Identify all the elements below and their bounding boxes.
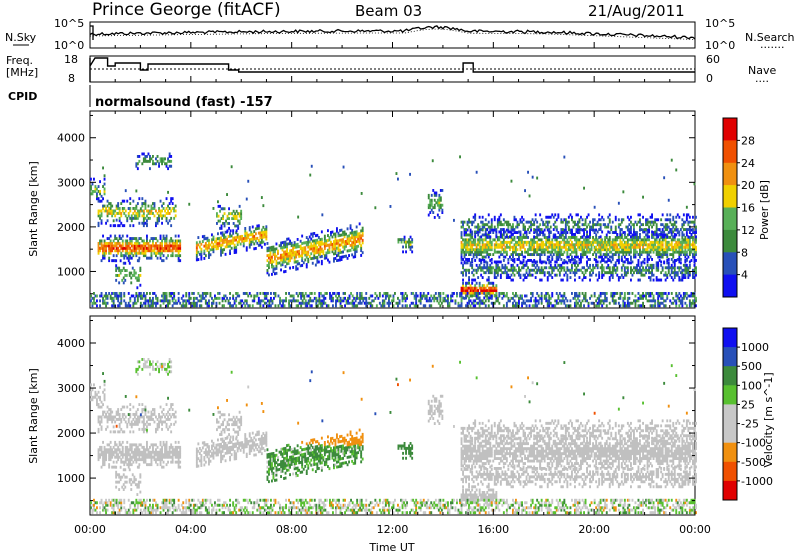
power-colorbar-tick: 28 bbox=[741, 134, 755, 147]
freq-unit-label: [MHz] bbox=[6, 66, 38, 79]
range-tick-label: 1000 bbox=[57, 472, 85, 485]
velocity-colorbar-tick: 500 bbox=[741, 360, 762, 373]
noise-tick-left-high: 10^5 bbox=[54, 17, 84, 30]
range-tick-label: 4000 bbox=[57, 132, 85, 145]
noise-tick-right-high: 10^5 bbox=[705, 17, 735, 30]
time-tick-label: 08:00 bbox=[276, 523, 308, 536]
time-tick-label: 00:00 bbox=[74, 523, 106, 536]
power-colorbar-tick: 20 bbox=[741, 179, 755, 192]
power-heatmap bbox=[90, 153, 697, 308]
velocity-colorbar-tick: 1000 bbox=[741, 341, 769, 354]
time-tick-label: 16:00 bbox=[477, 523, 509, 536]
power-colorbar-swatch bbox=[723, 275, 737, 298]
range-tick-label: 2000 bbox=[57, 221, 85, 234]
power-colorbar-swatch bbox=[723, 208, 737, 231]
velocity-panel-frame bbox=[90, 316, 695, 515]
power-colorbar-tick: 4 bbox=[741, 269, 748, 282]
power-colorbar-swatch bbox=[723, 252, 737, 275]
velocity-colorbar-label: Velocity [m s^-1] bbox=[762, 372, 775, 467]
velocity-colorbar-swatch bbox=[723, 404, 737, 424]
freq-tick-right-high: 60 bbox=[706, 53, 720, 66]
velocity-colorbar-swatch bbox=[723, 443, 737, 463]
station-title: Prince George (fitACF) bbox=[92, 0, 281, 20]
velocity-colorbar-swatch bbox=[723, 462, 737, 482]
velocity-ylabel: Slant Range [km] bbox=[27, 368, 40, 464]
date-label: 21/Aug/2011 bbox=[588, 2, 685, 20]
power-colorbar-tick: 8 bbox=[741, 246, 748, 259]
velocity-heatmap bbox=[90, 358, 697, 514]
velocity-colorbar-tick: 100 bbox=[741, 379, 762, 392]
range-tick-label: 4000 bbox=[57, 337, 85, 350]
power-colorbar-swatch bbox=[723, 230, 737, 253]
power-colorbar-tick: 12 bbox=[741, 224, 755, 237]
power-ylabel: Slant Range [km] bbox=[27, 161, 40, 257]
power-colorbar-tick: 24 bbox=[741, 157, 755, 170]
power-colorbar-swatch bbox=[723, 140, 737, 163]
velocity-colorbar-swatch bbox=[723, 424, 737, 444]
velocity-colorbar-swatch bbox=[723, 481, 737, 501]
velocity-colorbar-swatch bbox=[723, 347, 737, 367]
range-tick-label: 3000 bbox=[57, 382, 85, 395]
power-panel-frame bbox=[90, 111, 695, 308]
velocity-colorbar-swatch bbox=[723, 366, 737, 386]
freq-panel: Freq. [MHz] 18 8 60 0 Nave ···· bbox=[6, 53, 776, 88]
nsky-label: N.Sky bbox=[5, 31, 37, 44]
cpid-label: CPID bbox=[8, 90, 37, 103]
noise-sky-line bbox=[90, 26, 695, 40]
nave-linestyle: ···· bbox=[755, 75, 769, 88]
time-tick-label: 04:00 bbox=[175, 523, 207, 536]
time-tick-label: 12:00 bbox=[377, 523, 409, 536]
time-tick-label: 00:00 bbox=[679, 523, 711, 536]
power-colorbar-swatch bbox=[723, 185, 737, 208]
freq-tick-right-low: 0 bbox=[706, 72, 713, 85]
velocity-colorbar-swatch bbox=[723, 385, 737, 405]
noise-tick-left-low: 10^0 bbox=[54, 39, 84, 52]
time-axis-label: Time UT bbox=[368, 541, 414, 554]
freq-tick-left-high: 18 bbox=[64, 53, 78, 66]
range-tick-label: 1000 bbox=[57, 265, 85, 278]
power-colorbar-tick: 16 bbox=[741, 202, 755, 215]
noise-tick-right-low: 10^0 bbox=[705, 39, 735, 52]
power-colorbar-swatch bbox=[723, 163, 737, 186]
cpid-text: normalsound (fast) -157 bbox=[95, 95, 273, 110]
power-colorbar-swatch bbox=[723, 118, 737, 141]
velocity-colorbar-tick: 25 bbox=[741, 398, 755, 411]
nsearch-linestyle: ······· bbox=[760, 41, 784, 54]
velocity-colorbar-tick: -25 bbox=[741, 418, 759, 431]
range-tick-label: 3000 bbox=[57, 176, 85, 189]
range-tick-label: 2000 bbox=[57, 427, 85, 440]
power-colorbar: 28 24 20 16 12 8 4 bbox=[723, 118, 755, 298]
freq-tick-left-low: 8 bbox=[68, 72, 75, 85]
power-colorbar-label: Power [dB] bbox=[758, 180, 771, 240]
velocity-colorbar-swatch bbox=[723, 328, 737, 348]
noise-panel: N.Sky 10^5 10^0 10^5 10^0 N.Search ·····… bbox=[5, 17, 795, 54]
time-tick-label: 20:00 bbox=[578, 523, 610, 536]
velocity-colorbar-tick: -1000 bbox=[741, 475, 773, 488]
beam-label: Beam 03 bbox=[355, 2, 422, 20]
